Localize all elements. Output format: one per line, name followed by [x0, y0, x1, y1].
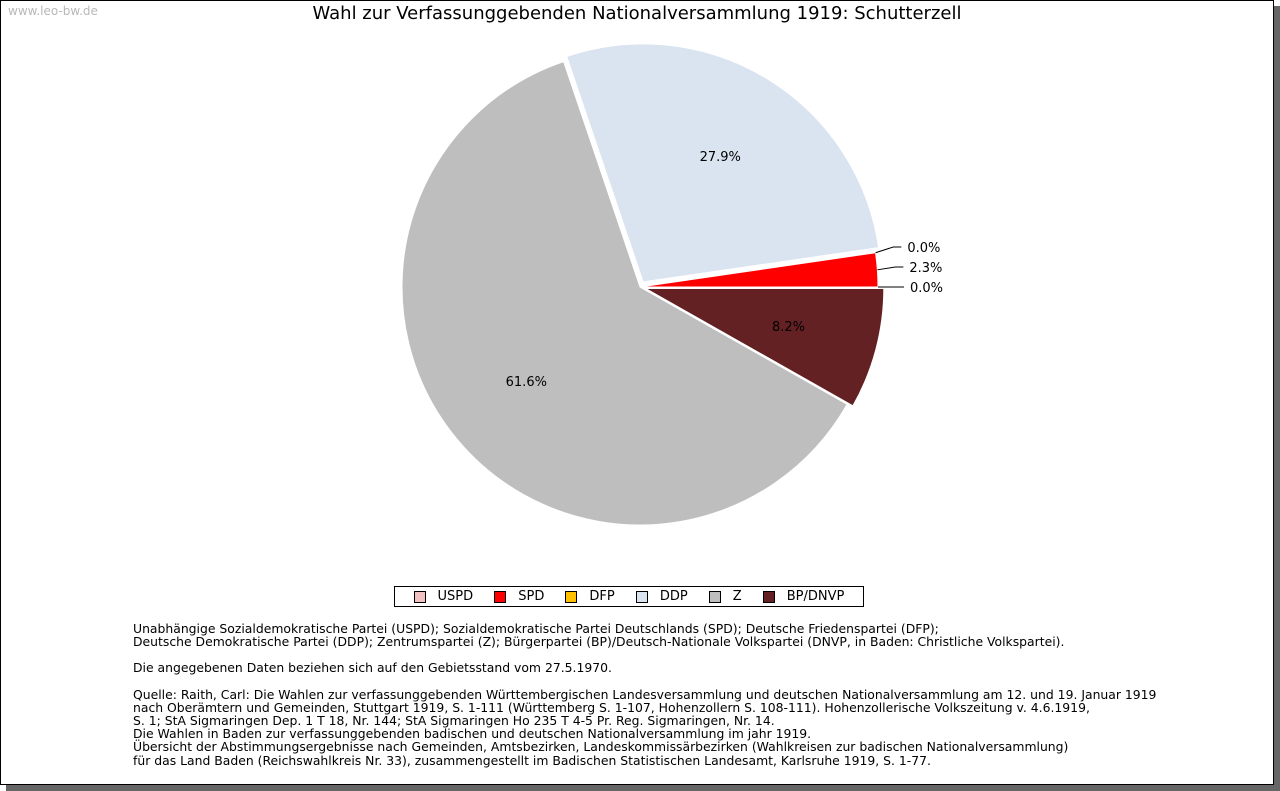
note-parties-1: Unabhängige Sozialdemokratische Partei (…: [133, 621, 939, 636]
legend-label-dfp: DFP: [589, 589, 615, 604]
watermark: www.leo-bw.de: [8, 4, 98, 18]
chart-title: Wahl zur Verfassunggebenden Nationalvers…: [312, 3, 962, 24]
leader-line-dfp: [875, 246, 902, 254]
legend-swatch-z: [708, 590, 721, 603]
legend-label-spd: SPD: [518, 589, 545, 604]
legend-swatch-bp-dnvp: [762, 590, 775, 603]
legend-item-spd: SPD: [494, 589, 544, 604]
pie-label-spd: 2.3%: [909, 261, 942, 276]
pie-label-dfp: 0.0%: [907, 241, 940, 256]
legend-swatch-ddp: [635, 590, 648, 603]
pie-label-uspd: 0.0%: [910, 281, 943, 296]
note-territory: Die angegebenen Daten beziehen sich auf …: [133, 660, 612, 676]
legend-item-z: Z: [708, 589, 742, 604]
pie-chart: 27.9% 61.6% 8.2% 0.0% 2.3% 0.0%: [401, 43, 943, 526]
pie-slice-z: [401, 60, 848, 526]
pie-slice-ddp: [566, 43, 880, 283]
legend-swatch-spd: [494, 590, 507, 603]
note-source-4: Die Wahlen in Baden zur verfassunggebend…: [133, 726, 812, 742]
legend-item-dfp: DFP: [565, 589, 615, 604]
legend: USPD SPD DFP DDP Z BP/DNVP: [394, 586, 864, 607]
pie-label-z: 61.6%: [506, 375, 547, 390]
note-source-5: Übersicht der Abstimmungsergebnisse nach…: [133, 739, 1069, 755]
legend-label-bp-dnvp: BP/DNVP: [786, 589, 845, 604]
notes: Unabhängige Sozialdemokratische Partei (…: [133, 622, 1156, 767]
legend-label-z: Z: [732, 589, 742, 604]
legend-item-ddp: DDP: [635, 589, 688, 604]
pie-label-ddp: 27.9%: [700, 150, 741, 165]
leader-line-spd: [877, 266, 904, 271]
pie-label-bp-dnvp: 8.2%: [772, 320, 805, 335]
legend-label-ddp: DDP: [659, 589, 688, 604]
legend-label-uspd: USPD: [437, 589, 474, 604]
legend-swatch-uspd: [413, 590, 426, 603]
note-source-6: für das Land Baden (Reichswahlkreis Nr. …: [133, 752, 931, 768]
legend-swatch-dfp: [565, 590, 578, 603]
note-parties-2: Deutsche Demokratische Partei (DDP); Zen…: [133, 634, 1065, 650]
legend-item-uspd: USPD: [413, 589, 474, 604]
legend-item-bp-dnvp: BP/DNVP: [762, 589, 845, 604]
pie-slice-bp-dnvp: [643, 288, 885, 407]
note-source-2: nach Oberämtern und Gemeinden, Stuttgart…: [133, 699, 1090, 715]
note-source-3: S. 1; StA Sigmaringen Dep. 1 T 18, Nr. 1…: [133, 713, 775, 729]
note-source-1: Quelle: Raith, Carl: Die Wahlen zur verf…: [133, 686, 1157, 702]
